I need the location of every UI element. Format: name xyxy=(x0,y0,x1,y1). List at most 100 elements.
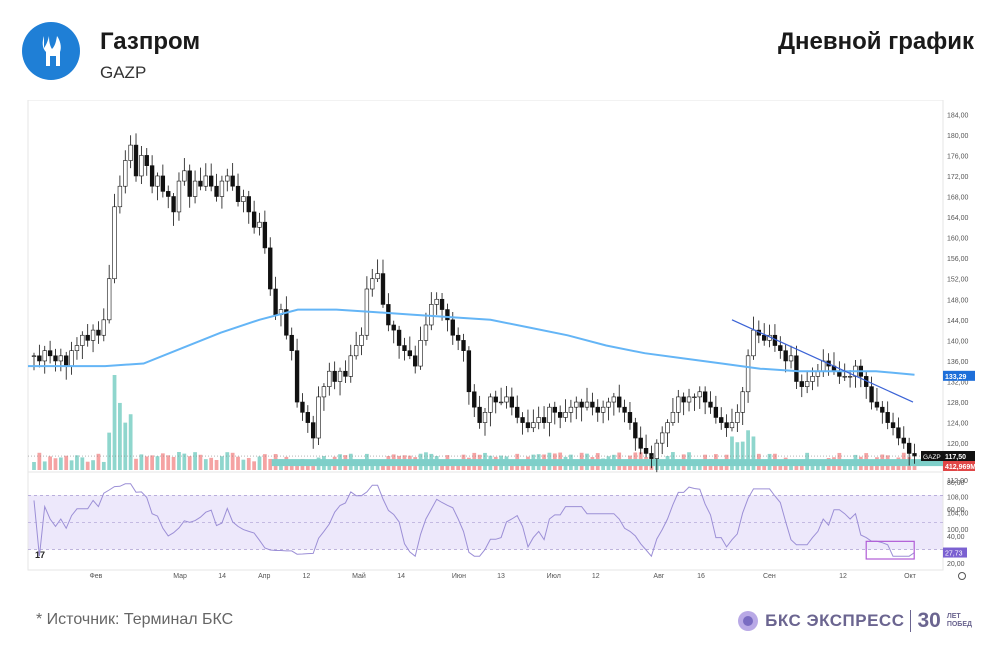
candle-body xyxy=(509,396,515,408)
time-axis-tick: Апр xyxy=(258,573,270,580)
price-axis-tick: 164,00 xyxy=(947,215,969,222)
candle-body xyxy=(563,412,568,418)
candle-body xyxy=(273,288,278,315)
volume-bar xyxy=(166,455,171,470)
gear-icon[interactable] xyxy=(958,572,966,580)
volume-value-label-box xyxy=(943,461,975,471)
candle-body xyxy=(455,334,461,341)
candle-body xyxy=(643,448,649,454)
volume-bar xyxy=(69,460,74,470)
volume-bar xyxy=(735,442,740,470)
price-axis-tick: 104,00 xyxy=(947,511,969,518)
candle-body xyxy=(735,412,740,423)
candle-body xyxy=(182,170,187,182)
candle-body xyxy=(230,175,235,187)
time-axis-tick: 12 xyxy=(302,573,310,580)
volume-bar xyxy=(746,430,750,470)
candle-body xyxy=(676,396,681,413)
candle-body xyxy=(541,417,547,423)
candle-body xyxy=(166,191,171,197)
candle-body xyxy=(251,211,257,228)
candle-body xyxy=(434,298,439,305)
candle-body xyxy=(890,422,896,429)
support-zone xyxy=(271,459,943,467)
candle-body xyxy=(337,370,343,382)
candle-body xyxy=(590,401,595,408)
volume-bar xyxy=(730,436,734,470)
time-axis-tick: 13 xyxy=(497,573,505,580)
candle-body xyxy=(799,381,804,387)
volume-bar xyxy=(241,459,246,470)
candle-body xyxy=(751,329,756,357)
candle-body xyxy=(149,165,155,187)
candle-body xyxy=(520,417,525,423)
candle-body xyxy=(579,401,584,408)
candle-body xyxy=(380,273,386,305)
candle-body xyxy=(804,381,810,387)
candle-body xyxy=(214,185,219,197)
candle-body xyxy=(311,422,316,439)
candle-body xyxy=(353,345,359,357)
candle-body xyxy=(450,319,455,336)
time-axis-tick: Авг xyxy=(653,573,664,580)
ma-value-label-box xyxy=(943,370,975,381)
candle-body xyxy=(740,391,745,413)
time-axis-tick: Мар xyxy=(173,573,187,580)
candle-body xyxy=(536,417,541,423)
candle-body xyxy=(600,406,606,413)
candle-body xyxy=(912,453,917,457)
candle-body xyxy=(788,355,794,362)
candle-body xyxy=(439,298,445,310)
candle-body xyxy=(171,196,176,213)
price-axis-tick: 132,00 xyxy=(947,380,969,387)
volume-bar xyxy=(123,422,128,470)
candle-body xyxy=(515,406,520,418)
candle-body xyxy=(847,376,853,378)
brand-sub-2: ПОБЕД xyxy=(946,621,972,628)
time-axis-tick: Окт xyxy=(904,573,917,580)
candle-body xyxy=(31,355,37,357)
price-axis-tick: 176,00 xyxy=(947,153,969,160)
volume-bar xyxy=(209,457,214,470)
candle-body xyxy=(53,355,58,362)
candle-body xyxy=(622,406,627,413)
candle-body xyxy=(525,422,531,429)
time-axis-tick: 14 xyxy=(397,573,405,580)
candle-body xyxy=(294,350,300,403)
time-axis-tick: Июн xyxy=(452,573,466,580)
candle-body xyxy=(101,319,106,336)
volume-bar xyxy=(107,432,112,470)
volume-value-label: 412,969M xyxy=(945,464,975,471)
candle-body xyxy=(289,334,294,351)
candle-body xyxy=(697,391,702,398)
candle-body xyxy=(557,412,563,418)
volume-bar xyxy=(225,452,230,470)
candle-body xyxy=(246,196,251,213)
candle-body xyxy=(203,175,208,187)
candle-body xyxy=(42,350,47,362)
candle-body xyxy=(584,401,590,408)
candle-body xyxy=(370,278,375,290)
candle-body xyxy=(391,324,396,331)
candle-body xyxy=(633,422,638,439)
price-chart[interactable]: 184,00 180,00 176,00 172,00 168,00 164,00 160,… xyxy=(25,99,976,585)
candle-body xyxy=(74,345,80,351)
candle-body xyxy=(144,155,149,166)
candle-body xyxy=(498,401,504,404)
volume-bar xyxy=(75,455,79,470)
rsi-axis-tick: 80,00 xyxy=(947,480,965,487)
candle-body xyxy=(745,355,751,393)
candle-body xyxy=(176,180,182,213)
brand-sub-1: ЛЕТ xyxy=(946,613,961,620)
price-axis-tick: 112,00 xyxy=(947,478,968,485)
rsi-line xyxy=(33,483,915,558)
volume-bar xyxy=(187,456,192,470)
candle-body xyxy=(445,309,450,321)
price-axis-tick: 184,00 xyxy=(947,112,969,119)
last-price-label-box xyxy=(943,451,975,462)
rsi-value-label: 27,73 xyxy=(945,551,963,558)
candle-body xyxy=(568,406,574,413)
price-axis-tick: 160,00 xyxy=(947,236,969,243)
candle-body xyxy=(262,221,268,249)
candle-body xyxy=(106,278,112,321)
